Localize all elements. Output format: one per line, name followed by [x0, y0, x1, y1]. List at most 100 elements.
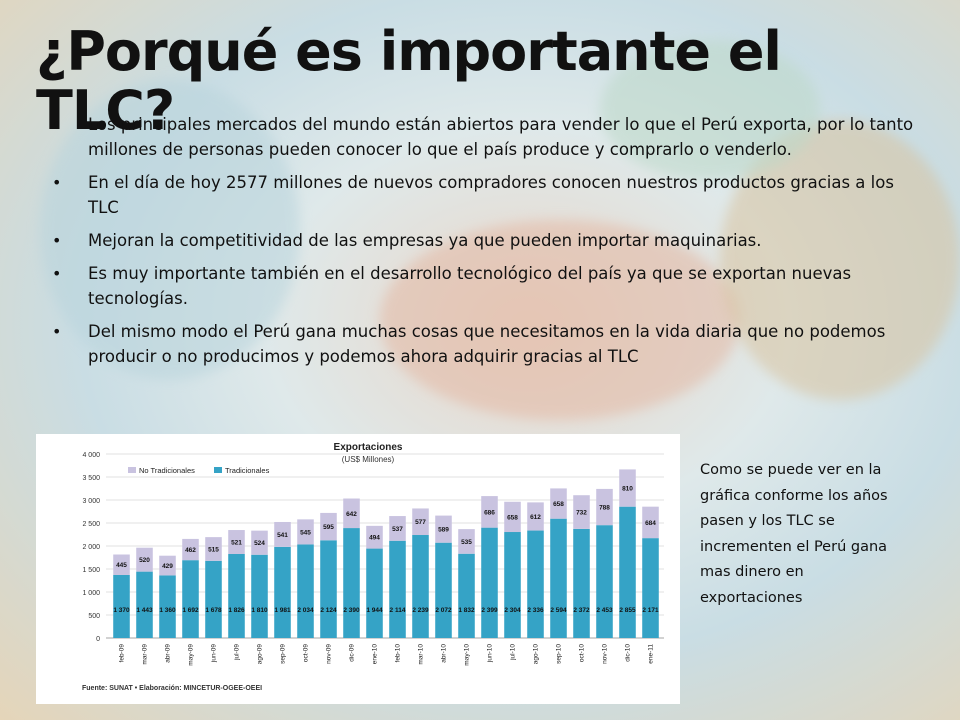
bar-tradicionales [527, 530, 544, 638]
x-tick-label: mar-09 [142, 644, 149, 665]
x-tick-label: dic-09 [349, 644, 356, 662]
x-tick-label: may-09 [188, 644, 195, 666]
data-label-tradicionales: 1 692 [182, 607, 199, 614]
data-label-no-tradicionales: 595 [323, 524, 334, 531]
bar-tradicionales [596, 525, 613, 638]
data-label-no-tradicionales: 494 [369, 535, 380, 542]
data-label-no-tradicionales: 732 [576, 510, 587, 517]
data-label-no-tradicionales: 658 [507, 514, 518, 521]
data-label-no-tradicionales: 462 [185, 547, 196, 554]
y-tick-label: 500 [88, 613, 100, 620]
bar-tradicionales [573, 528, 590, 638]
bullet-text: Del mismo modo el Perú gana muchas cosas… [88, 322, 886, 366]
y-tick-label: 3 500 [82, 475, 100, 482]
x-tick-label: oct-10 [579, 644, 586, 662]
bar-tradicionales [366, 548, 383, 638]
bullet-icon: • [52, 231, 62, 250]
data-label-no-tradicionales: 520 [139, 557, 150, 564]
data-label-tradicionales: 1 678 [205, 607, 222, 614]
y-tick-label: 3 000 [82, 498, 100, 505]
x-tick-label: feb-10 [395, 644, 402, 663]
bar-tradicionales [297, 544, 314, 638]
bullet-icon: • [52, 115, 62, 134]
data-label-no-tradicionales: 521 [231, 540, 242, 547]
data-label-tradicionales: 2 594 [550, 607, 567, 614]
data-label-tradicionales: 2 124 [320, 607, 337, 614]
bar-no-tradicionales [274, 521, 291, 547]
data-label-tradicionales: 2 855 [619, 607, 636, 614]
bar-no-tradicionales [642, 506, 659, 539]
data-label-tradicionales: 2 034 [297, 607, 314, 614]
bar-no-tradicionales [251, 530, 268, 555]
bar-tradicionales [274, 546, 291, 638]
bullet-list: • Los principales mercados del mundo está… [48, 112, 928, 377]
x-tick-label: ene-11 [648, 644, 655, 664]
bar-tradicionales [412, 535, 429, 638]
data-label-tradicionales: 1 832 [458, 607, 475, 614]
data-label-tradicionales: 1 944 [366, 607, 383, 614]
x-tick-label: nov-10 [602, 644, 609, 664]
exports-chart: Exportaciones (US$ Millones) No Tradicio… [82, 442, 664, 692]
data-label-tradicionales: 2 239 [412, 607, 429, 614]
data-label-no-tradicionales: 684 [645, 520, 656, 527]
data-label-no-tradicionales: 642 [346, 511, 357, 518]
data-label-tradicionales: 1 826 [228, 607, 245, 614]
bullet-text: Los principales mercados del mundo están… [88, 115, 914, 159]
bar-tradicionales [435, 542, 452, 638]
bar-no-tradicionales [573, 495, 590, 529]
data-label-tradicionales: 2 390 [343, 607, 360, 614]
data-label-no-tradicionales: 810 [622, 486, 633, 493]
chart-title: Exportaciones [334, 442, 403, 453]
grid-layer [106, 453, 664, 639]
x-tick-label: feb-09 [119, 644, 126, 663]
bar-no-tradicionales [320, 512, 337, 541]
data-label-no-tradicionales: 612 [530, 514, 541, 521]
x-tick-label: ago-09 [257, 644, 264, 665]
bullet-text: Mejoran la competitividad de las empresa… [88, 231, 762, 250]
data-label-no-tradicionales: 577 [415, 519, 426, 526]
data-label-no-tradicionales: 515 [208, 546, 219, 553]
x-tick-label: jun-09 [211, 644, 218, 663]
bar-tradicionales [343, 528, 360, 638]
x-tick-label: nov-09 [326, 644, 333, 664]
bar-tradicionales [159, 575, 176, 638]
bullet-item: • En el día de hoy 2577 millones de nuevo… [48, 170, 928, 220]
data-label-tradicionales: 2 304 [504, 607, 521, 614]
data-label-tradicionales: 2 171 [642, 607, 659, 614]
y-tick-label: 4 000 [82, 452, 100, 459]
bar-no-tradicionales [435, 515, 452, 543]
chart-subtitle: (US$ Millones) [342, 455, 395, 464]
data-label-tradicionales: 1 810 [251, 607, 268, 614]
data-label-tradicionales: 1 370 [113, 607, 130, 614]
y-tick-label: 2 500 [82, 521, 100, 528]
x-tick-label: jul-10 [510, 644, 517, 661]
bar-no-tradicionales [619, 469, 636, 507]
bar-no-tradicionales [182, 538, 199, 561]
x-tick-label: dic-10 [625, 644, 632, 662]
data-label-tradicionales: 2 336 [527, 607, 544, 614]
data-label-tradicionales: 2 114 [390, 607, 406, 614]
bar-tradicionales [504, 532, 521, 638]
bar-tradicionales [550, 518, 567, 638]
label-layer: 0 500 1 000 1 500 2 000 2 500 3 000 3 500 4 000 1… [82, 452, 659, 666]
bar-tradicionales [320, 540, 337, 638]
legend-label-tradicionales: Tradicionales [225, 466, 270, 475]
y-tick-label: 1 000 [82, 590, 100, 597]
legend-swatch-no-tradicionales [128, 467, 136, 473]
bar-no-tradicionales [412, 508, 429, 536]
x-tick-label: jun-10 [487, 644, 494, 663]
x-tick-label: mar-10 [418, 644, 425, 665]
bar-tradicionales [481, 527, 498, 638]
data-label-no-tradicionales: 537 [392, 526, 403, 533]
data-label-tradicionales: 2 399 [481, 607, 498, 614]
data-label-no-tradicionales: 545 [300, 529, 311, 536]
bar-no-tradicionales [481, 496, 498, 528]
data-label-no-tradicionales: 686 [484, 509, 495, 516]
bar-no-tradicionales [389, 516, 406, 541]
bar-tradicionales [389, 540, 406, 638]
x-tick-label: jul-09 [234, 644, 241, 661]
legend-swatch-tradicionales [214, 467, 222, 473]
data-label-tradicionales: 1 981 [274, 607, 291, 614]
bar-tradicionales [619, 506, 636, 638]
